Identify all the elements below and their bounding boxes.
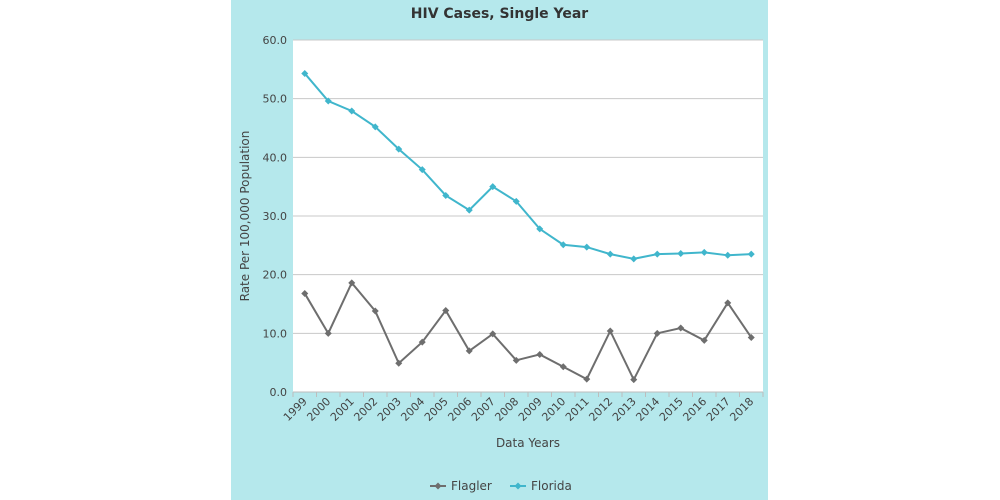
data-point-flagler[interactable] bbox=[442, 306, 450, 314]
y-tick-label: 40.0 bbox=[263, 151, 288, 164]
x-tick-label: 2008 bbox=[492, 395, 521, 424]
data-point-florida[interactable] bbox=[371, 123, 379, 131]
data-point-florida[interactable] bbox=[606, 250, 614, 258]
x-tick-label: 2003 bbox=[375, 395, 404, 424]
data-point-flagler[interactable] bbox=[512, 356, 520, 364]
data-point-flagler[interactable] bbox=[724, 299, 732, 307]
chart-title: HIV Cases, Single Year bbox=[410, 6, 589, 22]
data-point-florida[interactable] bbox=[700, 248, 708, 256]
x-tick-label: 2002 bbox=[351, 395, 380, 424]
y-tick-label: 20.0 bbox=[263, 269, 288, 282]
x-tick-label: 2014 bbox=[633, 395, 662, 424]
legend-label: Flagler bbox=[451, 479, 492, 493]
series-line-florida bbox=[303, 72, 752, 260]
data-point-florida[interactable] bbox=[348, 107, 356, 115]
data-point-florida[interactable] bbox=[724, 251, 732, 259]
data-point-florida[interactable] bbox=[395, 145, 403, 153]
x-tick-label: 2010 bbox=[539, 395, 568, 424]
data-point-flagler[interactable] bbox=[653, 329, 661, 337]
data-point-florida[interactable] bbox=[536, 225, 544, 233]
y-tick-label: 50.0 bbox=[263, 93, 288, 106]
x-tick-label: 2009 bbox=[516, 395, 545, 424]
data-point-florida[interactable] bbox=[747, 250, 755, 258]
data-point-florida[interactable] bbox=[489, 183, 497, 191]
data-point-florida[interactable] bbox=[418, 166, 426, 174]
x-axis-label: Data Years bbox=[496, 436, 560, 450]
data-point-florida[interactable] bbox=[301, 69, 309, 77]
data-point-flagler[interactable] bbox=[747, 333, 755, 341]
data-point-florida[interactable] bbox=[559, 241, 567, 249]
data-point-flagler[interactable] bbox=[395, 359, 403, 367]
data-point-florida[interactable] bbox=[442, 191, 450, 199]
data-point-florida[interactable] bbox=[677, 250, 685, 258]
x-tick-label: 2013 bbox=[610, 395, 639, 424]
x-tick-label: 2001 bbox=[328, 395, 357, 424]
x-tick-label: 2016 bbox=[680, 395, 709, 424]
y-axis-label: Rate Per 100,000 Population bbox=[238, 131, 252, 302]
data-point-flagler[interactable] bbox=[418, 338, 426, 346]
x-tick-label: 1999 bbox=[281, 395, 310, 424]
data-point-flagler[interactable] bbox=[583, 375, 591, 383]
x-tick-label: 2004 bbox=[398, 395, 427, 424]
x-tick-label: 2000 bbox=[304, 395, 333, 424]
y-tick-label: 60.0 bbox=[263, 34, 288, 47]
x-tick-label: 2005 bbox=[422, 395, 451, 424]
data-point-florida[interactable] bbox=[512, 197, 520, 205]
data-point-flagler[interactable] bbox=[301, 289, 309, 297]
data-point-flagler[interactable] bbox=[536, 350, 544, 358]
legend-marker-icon bbox=[434, 482, 442, 490]
data-point-flagler[interactable] bbox=[700, 336, 708, 344]
data-point-florida[interactable] bbox=[583, 243, 591, 251]
legend-item-flagler[interactable]: Flagler bbox=[430, 479, 492, 493]
data-point-flagler[interactable] bbox=[606, 327, 614, 335]
series-line-flagler bbox=[303, 281, 753, 382]
y-tick-label: 30.0 bbox=[263, 210, 288, 223]
data-point-flagler[interactable] bbox=[677, 324, 685, 332]
data-point-florida[interactable] bbox=[465, 206, 473, 214]
data-point-flagler[interactable] bbox=[489, 330, 497, 338]
legend-marker-icon bbox=[514, 482, 522, 490]
data-point-flagler[interactable] bbox=[348, 279, 356, 287]
data-point-flagler[interactable] bbox=[324, 329, 332, 337]
x-tick-label: 2018 bbox=[727, 395, 756, 424]
legend[interactable]: Flagler Florida bbox=[430, 479, 572, 493]
x-tick-label: 2007 bbox=[469, 395, 498, 424]
data-point-flagler[interactable] bbox=[371, 307, 379, 315]
x-tick-label: 2017 bbox=[704, 395, 733, 424]
x-tick-label: 2012 bbox=[586, 395, 615, 424]
data-point-flagler[interactable] bbox=[630, 376, 638, 384]
x-tick-label: 2015 bbox=[657, 395, 686, 424]
data-point-florida[interactable] bbox=[324, 97, 332, 105]
x-tick-label: 2011 bbox=[563, 395, 592, 424]
data-point-florida[interactable] bbox=[653, 250, 661, 258]
data-point-florida[interactable] bbox=[630, 255, 638, 263]
x-tick-label: 2006 bbox=[445, 395, 474, 424]
legend-label: Florida bbox=[531, 479, 572, 493]
data-point-flagler[interactable] bbox=[559, 363, 567, 371]
data-point-flagler[interactable] bbox=[465, 347, 473, 355]
legend-item-florida[interactable]: Florida bbox=[510, 479, 572, 493]
y-tick-label: 0.0 bbox=[270, 386, 288, 399]
y-tick-label: 10.0 bbox=[263, 327, 288, 340]
